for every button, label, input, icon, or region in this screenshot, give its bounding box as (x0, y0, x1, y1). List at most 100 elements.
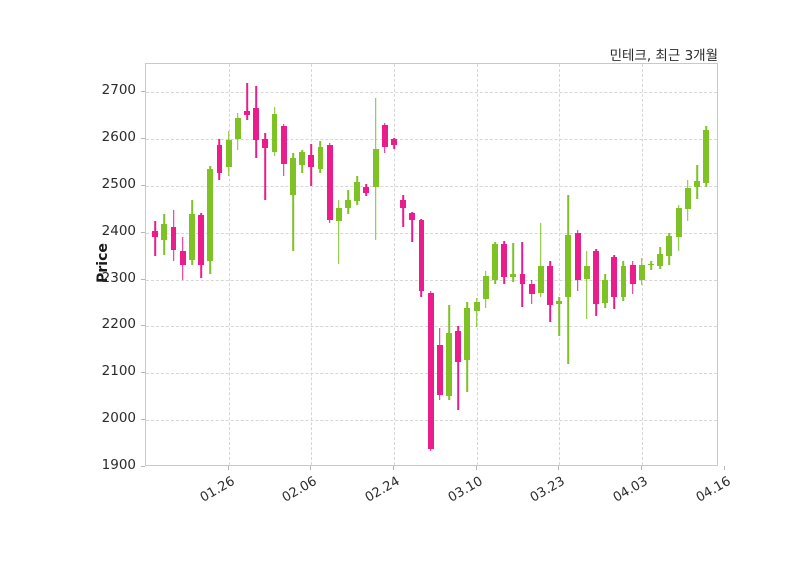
candlestick-body (648, 263, 654, 266)
candlestick-body (593, 250, 599, 304)
candlestick (317, 64, 324, 465)
candlestick-body (280, 125, 287, 164)
candlestick-body (152, 231, 159, 238)
candlestick-body (703, 129, 710, 184)
candlestick-wick (264, 132, 267, 200)
candlestick-body (418, 220, 425, 292)
candlestick-body (510, 273, 517, 278)
candlestick (565, 64, 572, 465)
candlestick-wick (650, 260, 652, 271)
candlestick-body (271, 114, 278, 153)
candlestick (345, 64, 351, 465)
candlestick (207, 64, 214, 465)
x-tick-mark (640, 466, 642, 470)
candlestick (602, 64, 609, 465)
y-tick-mark (141, 419, 145, 421)
y-tick-mark (141, 466, 145, 467)
candlestick-body (409, 213, 416, 221)
gridline-vertical (559, 64, 561, 465)
candlestick (253, 64, 260, 465)
candlestick (666, 64, 673, 465)
candlestick (289, 64, 296, 465)
y-tick-label: 2400 (101, 222, 136, 239)
y-tick-label: 2700 (101, 82, 136, 99)
candlestick (703, 64, 710, 465)
x-tick-mark (227, 466, 229, 470)
x-tick-label: 04.16 (693, 474, 733, 506)
candlestick-body (602, 279, 609, 303)
candlestick-body (198, 215, 205, 266)
candlestick (409, 64, 416, 465)
candlestick-body (161, 224, 168, 240)
chart-title: 민테크, 최근 3개월 (609, 48, 718, 64)
x-tick-label: 03.23 (527, 474, 568, 506)
candlestick (225, 64, 232, 465)
candlestick-body (207, 169, 214, 261)
candlestick (537, 64, 544, 465)
candlestick-body (317, 146, 324, 170)
candlestick-body (253, 108, 260, 141)
candlestick-wick (558, 297, 561, 336)
y-tick-label: 2600 (101, 128, 136, 145)
candlestick (161, 64, 168, 465)
candlestick (354, 64, 361, 465)
candlestick (326, 64, 333, 465)
y-tick-label: 1900 (101, 457, 136, 473)
candlestick-body (225, 139, 232, 168)
candlestick (583, 64, 590, 465)
candlestick (528, 64, 535, 465)
y-tick-label: 2000 (101, 410, 136, 427)
candlestick (436, 64, 443, 465)
candlestick (446, 64, 452, 465)
candlestick-body (179, 250, 186, 265)
candlestick-wick (540, 223, 542, 298)
candlestick-body (464, 307, 471, 361)
candlestick (694, 64, 700, 465)
candlestick (390, 64, 397, 465)
candlestick-body (547, 265, 553, 306)
candlestick-body (537, 266, 544, 293)
candlestick-body (482, 275, 489, 300)
candlestick (675, 64, 682, 465)
candlestick (170, 64, 177, 465)
candlestick-body (299, 152, 306, 165)
x-tick-mark (392, 466, 394, 470)
candlestick (427, 64, 434, 465)
y-tick-label: 2500 (101, 175, 136, 192)
candlestick (556, 64, 563, 465)
candlestick-body (381, 124, 388, 147)
candlestick (400, 64, 407, 465)
x-tick-label: 01.26 (197, 474, 238, 506)
candlestick-wick (292, 153, 294, 251)
candlestick (648, 64, 654, 465)
candlestick-body (289, 157, 296, 196)
candlestick (510, 64, 517, 465)
gridline-horizontal (146, 92, 717, 94)
candlestick-body (188, 213, 195, 260)
candlestick (638, 64, 645, 465)
x-tick-label: 02.06 (280, 474, 320, 506)
candlestick-body (234, 117, 241, 139)
candlestick (418, 64, 425, 465)
candlestick (363, 64, 370, 465)
y-tick-mark (141, 325, 145, 327)
candlestick (381, 64, 388, 465)
candlestick-wick (475, 298, 478, 328)
candlestick-body (556, 300, 563, 304)
y-tick-mark (141, 91, 145, 93)
candlestick-body (308, 155, 315, 168)
candlestick (574, 64, 581, 465)
candlestick (611, 64, 618, 465)
y-tick-mark (141, 231, 145, 233)
x-tick-label: 03.10 (445, 474, 486, 506)
candlestick-body (436, 345, 443, 396)
candlestick-wick (585, 251, 588, 320)
candlestick (473, 64, 480, 465)
x-tick-mark (558, 466, 560, 470)
gridline-horizontal (146, 185, 717, 187)
y-tick-mark (141, 278, 145, 280)
candlestick-body (492, 244, 498, 280)
candlestick (179, 64, 186, 465)
candlestick-body (354, 182, 361, 201)
y-tick-label: 2300 (101, 269, 136, 286)
